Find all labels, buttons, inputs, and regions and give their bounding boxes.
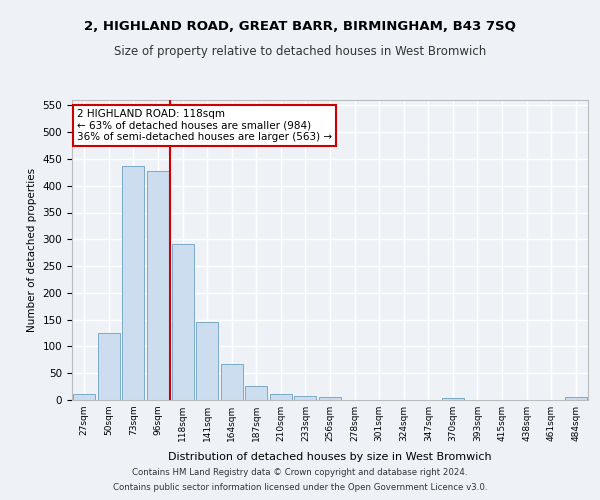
Text: Contains public sector information licensed under the Open Government Licence v3: Contains public sector information licen…	[113, 483, 487, 492]
Bar	[98, 333, 120, 400]
Bar	[122, 166, 145, 400]
Bar	[565, 397, 587, 400]
Bar	[172, 244, 194, 400]
Bar	[442, 398, 464, 400]
X-axis label: Distribution of detached houses by size in West Bromwich: Distribution of detached houses by size …	[168, 452, 492, 462]
Text: Size of property relative to detached houses in West Bromwich: Size of property relative to detached ho…	[114, 45, 486, 58]
Bar	[245, 386, 268, 400]
Bar	[196, 322, 218, 400]
Bar	[73, 394, 95, 400]
Bar	[270, 394, 292, 400]
Text: 2 HIGHLAND ROAD: 118sqm
← 63% of detached houses are smaller (984)
36% of semi-d: 2 HIGHLAND ROAD: 118sqm ← 63% of detache…	[77, 109, 332, 142]
Text: Contains HM Land Registry data © Crown copyright and database right 2024.: Contains HM Land Registry data © Crown c…	[132, 468, 468, 477]
Bar	[147, 171, 169, 400]
Bar	[295, 396, 316, 400]
Bar	[319, 398, 341, 400]
Text: 2, HIGHLAND ROAD, GREAT BARR, BIRMINGHAM, B43 7SQ: 2, HIGHLAND ROAD, GREAT BARR, BIRMINGHAM…	[84, 20, 516, 33]
Y-axis label: Number of detached properties: Number of detached properties	[27, 168, 37, 332]
Bar	[221, 364, 243, 400]
